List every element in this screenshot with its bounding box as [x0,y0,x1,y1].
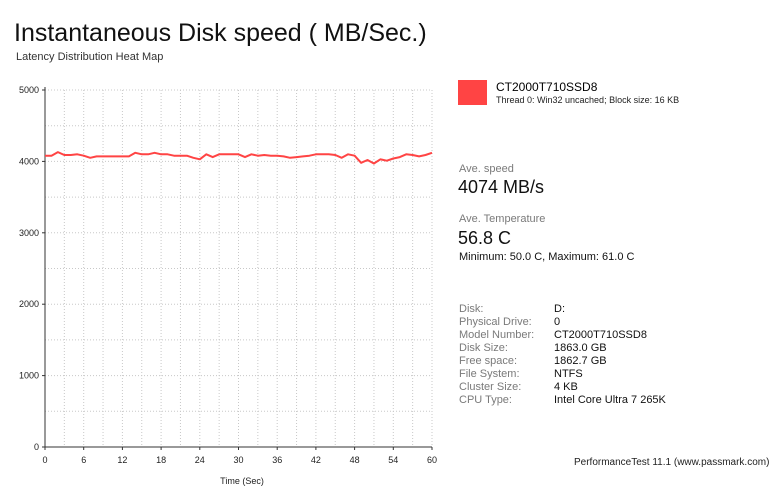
chart-title: Instantaneous Disk speed ( MB/Sec.) [14,19,427,47]
info-value: 0 [554,316,561,328]
info-label: Disk: [459,303,484,315]
disk-info-row: Disk Size: 1863.0 GB [459,342,666,355]
x-tick-label: 36 [272,455,282,465]
info-value: CT2000T710SSD8 [554,329,647,341]
x-tick-label: 18 [156,455,166,465]
footer-credit: PerformanceTest 11.1 (www.passmark.com) [574,457,770,468]
series-line-speed [45,151,433,165]
x-tick-label: 6 [81,455,86,465]
info-value: 1862.7 GB [554,355,607,367]
info-label: Physical Drive: [459,316,532,328]
disk-info-row: CPU Type: Intel Core Ultra 7 265K [459,394,666,407]
disk-info-table: Disk: D: Physical Drive: 0 Model Number: CT… [459,303,666,407]
disk-info-row: File System: NTFS [459,368,666,381]
disk-info-row: Free space: 1862.7 GB [459,355,666,368]
tick-labels: 0 1000 2000 3000 4000 5000 0 6 12 18 24 30 36 42 48 54 6… [19,85,437,465]
info-label: Free space: [459,355,518,367]
disk-info-row: Disk: D: [459,303,666,316]
y-tick-label: 5000 [19,85,39,95]
grid-lines [45,89,433,447]
info-value: D: [554,303,565,315]
info-label: Cluster Size: [459,381,522,393]
y-tick-label: 0 [34,442,39,452]
info-value: 4 KB [554,381,578,393]
x-tick-label: 60 [427,455,437,465]
info-value: 1863.0 GB [554,342,607,354]
info-label: Disk Size: [459,342,508,354]
series-group [45,151,433,165]
temp-range: Minimum: 50.0 C, Maximum: 61.0 C [459,251,635,263]
legend-series-name: CT2000T710SSD8 [496,80,598,94]
axes [42,87,433,450]
legend-swatch [458,80,487,105]
chart-subtitle: Latency Distribution Heat Map [16,51,164,63]
info-label: File System: [459,368,520,380]
x-tick-label: 24 [195,455,205,465]
y-tick-label: 1000 [19,371,39,381]
x-tick-label: 54 [388,455,398,465]
info-label: Model Number: [459,329,535,341]
info-value: Intel Core Ultra 7 265K [554,394,666,406]
avg-speed-label: Ave. speed [459,163,514,175]
info-value: NTFS [554,368,583,380]
y-tick-label: 2000 [19,299,39,309]
x-tick-label: 0 [42,455,47,465]
x-tick-label: 30 [233,455,243,465]
x-tick-label: 48 [350,455,360,465]
info-label: CPU Type: [459,394,512,406]
legend-description: Thread 0: Win32 uncached; Block size: 16… [496,95,680,105]
disk-info-row: Cluster Size: 4 KB [459,381,666,394]
x-tick-label: 42 [311,455,321,465]
avg-temp-value: 56.8 C [458,228,512,248]
x-tick-label: 12 [117,455,127,465]
avg-speed-value: 4074 MB/s [458,177,545,197]
y-tick-label: 4000 [19,156,39,166]
x-axis-label: Time (Sec) [220,476,264,486]
y-tick-label: 3000 [19,228,39,238]
disk-info-row: Physical Drive: 0 [459,316,666,329]
avg-temp-label: Ave. Temperature [459,213,546,225]
disk-info-row: Model Number: CT2000T710SSD8 [459,329,666,342]
